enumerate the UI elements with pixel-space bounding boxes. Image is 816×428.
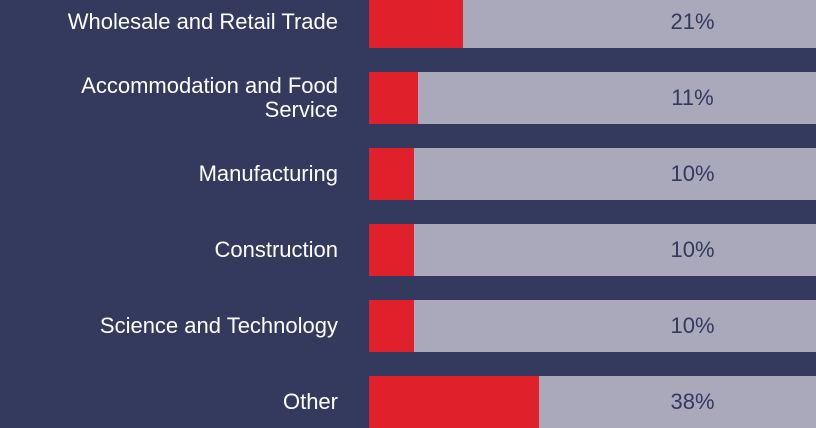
value-label: 10%: [670, 161, 715, 186]
value-label: 10%: [670, 313, 715, 338]
bar: [369, 224, 414, 276]
bar: [369, 72, 419, 124]
bar-track: 10%: [369, 224, 816, 276]
bar-track: 21%: [369, 0, 816, 48]
bar: [369, 148, 414, 200]
bar-track: 10%: [369, 148, 816, 200]
bar-track: 11%: [369, 72, 816, 124]
bar-track: 10%: [369, 300, 816, 352]
category-label: Science and Technology: [99, 312, 338, 338]
category-label: Other: [282, 388, 338, 414]
value-label: 10%: [670, 237, 715, 262]
bar-track: 38%: [369, 376, 816, 428]
value-label: 11%: [671, 85, 714, 110]
bar: [369, 0, 463, 48]
bar: [369, 300, 414, 352]
category-label: Accommodation and Food Service: [81, 72, 338, 122]
value-label: 38%: [670, 389, 715, 414]
bar: [369, 376, 539, 428]
category-label: Wholesale and Retail Trade: [67, 8, 338, 34]
category-label: Construction: [214, 236, 338, 262]
value-label: 21%: [670, 9, 715, 34]
category-label: Manufacturing: [198, 160, 338, 186]
